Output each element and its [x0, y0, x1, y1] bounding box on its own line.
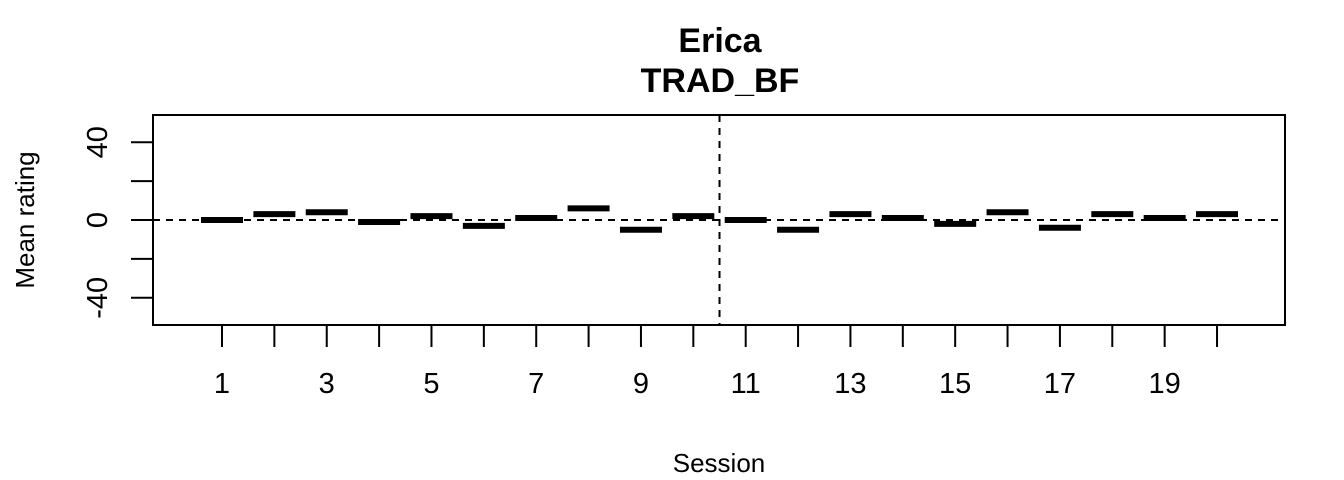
x-tick-label: 7	[528, 368, 544, 400]
y-tick-label: -40	[82, 277, 114, 319]
data-marks	[201, 205, 1239, 233]
x-tick-label: 11	[731, 368, 761, 400]
x-tick-label: 9	[633, 368, 649, 400]
x-tick-label: 15	[939, 368, 971, 400]
x-tick-label: 17	[1044, 368, 1076, 400]
y-axis: -40 0 40	[82, 126, 153, 319]
y-axis-label: Mean rating	[10, 151, 40, 288]
x-tick-label: 13	[834, 368, 866, 400]
reference-lines	[153, 115, 1285, 325]
y-tick-label: 0	[82, 212, 114, 228]
x-tick-label: 3	[319, 368, 335, 400]
x-axis-label: Session	[673, 448, 766, 478]
y-tick-label: 40	[82, 126, 114, 158]
x-tick-label: 19	[1149, 368, 1181, 400]
x-axis: 1 3 5 7 9 11 13 15 17 19	[214, 325, 1219, 400]
chart-subtitle: TRAD_BF	[641, 62, 800, 100]
chart-title: Erica	[678, 22, 762, 60]
x-tick-label: 5	[423, 368, 439, 400]
x-tick-label: 1	[214, 368, 230, 400]
